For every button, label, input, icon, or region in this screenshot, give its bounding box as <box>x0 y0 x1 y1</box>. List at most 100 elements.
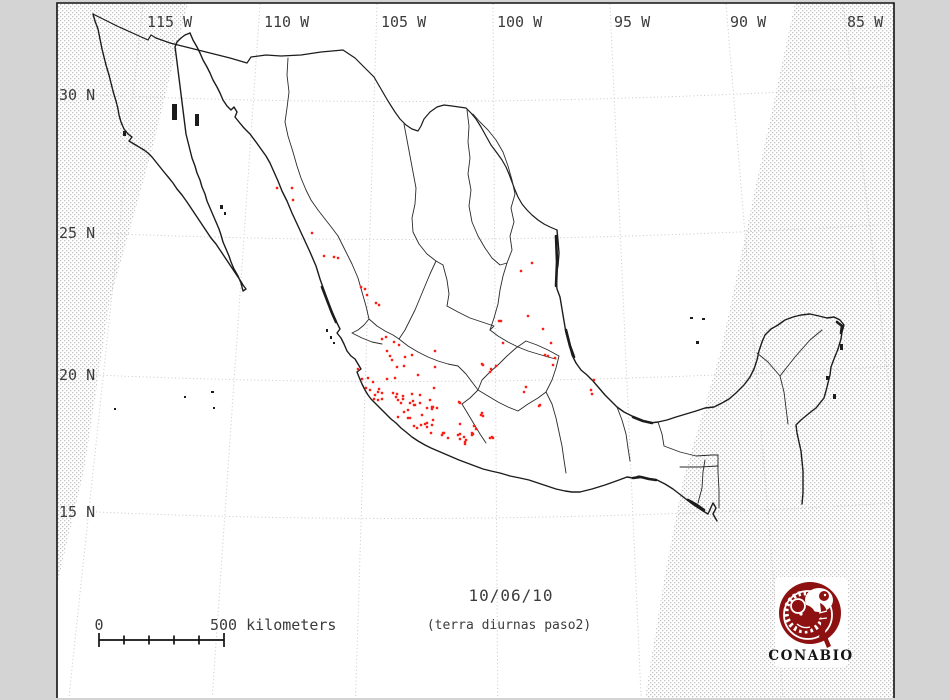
fire-dot <box>368 388 372 392</box>
longitude-label: 115 W <box>147 13 193 31</box>
logo-wordmark: CONABIO <box>768 648 853 664</box>
fire-dot <box>391 391 395 395</box>
fire-dot <box>541 327 545 331</box>
longitude-label: 90 W <box>730 13 767 31</box>
meridian-gridline <box>68 3 144 698</box>
meridian-gridline <box>211 3 261 698</box>
fire-dot <box>418 393 422 397</box>
latitude-label: 30 N <box>59 86 95 104</box>
logo-ram-mouth <box>796 623 811 629</box>
fire-dot <box>291 198 295 202</box>
islands <box>114 104 843 410</box>
fire-dot <box>446 436 450 440</box>
fire-dot <box>428 398 432 402</box>
fire-dot <box>356 367 360 371</box>
fire-dot <box>474 427 478 431</box>
fire-dot <box>418 401 422 405</box>
fire-dot <box>472 424 476 428</box>
fire-dot <box>380 397 384 401</box>
meridian-gridline <box>725 3 784 698</box>
fire-dot <box>388 354 392 358</box>
fire-dot <box>524 385 528 389</box>
map-frame <box>56 2 895 698</box>
gulf-coastline <box>555 229 845 505</box>
fire-dot <box>310 231 314 235</box>
fire-dot <box>497 319 501 323</box>
scale-bar-end-label: 500 kilometers <box>210 616 336 634</box>
fire-dot <box>371 380 375 384</box>
fire-dot <box>406 416 410 420</box>
fire-dot <box>458 422 462 426</box>
fire-dot <box>385 349 389 353</box>
fire-dot <box>494 364 498 368</box>
barrier-island-accents <box>320 234 844 512</box>
meridian-gridline <box>609 3 642 698</box>
fire-dot <box>433 365 437 369</box>
fire-dot <box>390 358 394 362</box>
fire-dot <box>377 303 381 307</box>
logo-ram-head <box>794 605 816 631</box>
fire-dot <box>543 353 547 357</box>
fire-dot <box>385 377 389 381</box>
fire-dot <box>480 411 484 415</box>
fire-dot <box>590 392 594 396</box>
fire-dot <box>519 269 523 273</box>
fire-dot <box>397 343 401 347</box>
satellite-swath-stipple-right <box>645 3 894 698</box>
fire-dot <box>435 406 439 410</box>
conabio-logo: CONABIO <box>768 577 853 667</box>
fire-dot <box>440 433 444 437</box>
fire-dot <box>374 301 378 305</box>
fire-dot <box>431 418 435 422</box>
fire-dot <box>393 376 397 380</box>
fire-dot <box>373 393 377 397</box>
fire-dot <box>425 421 429 425</box>
fire-dot <box>425 406 429 410</box>
fire-dot <box>332 255 336 259</box>
fire-dot <box>522 390 526 394</box>
scale-bar-start-label: 0 <box>94 616 103 634</box>
fire-dot <box>380 337 384 341</box>
fire-dot <box>458 401 462 405</box>
longitude-label: 100 W <box>497 13 543 31</box>
longitude-label: 85 W <box>847 13 884 31</box>
fire-dot <box>463 440 467 444</box>
fire-dot <box>420 413 424 417</box>
pass-info-label: (terra diurnas paso2) <box>427 618 591 633</box>
fire-dot <box>396 398 400 402</box>
fire-dot <box>415 426 419 430</box>
fire-dot <box>592 378 596 382</box>
logo-ram-eye <box>799 612 803 616</box>
fire-dot <box>464 438 468 442</box>
graticule <box>68 3 894 698</box>
fire-dot <box>410 353 414 357</box>
logo-wing-bands <box>818 610 828 620</box>
fire-dot <box>401 394 405 398</box>
fire-dot <box>412 424 416 428</box>
fire-dot <box>551 363 555 367</box>
fire-dot <box>549 341 553 345</box>
longitude-label: 95 W <box>614 13 651 31</box>
fire-dot <box>372 397 376 401</box>
fire-dot <box>411 399 415 403</box>
logo-horn-spiral <box>790 598 806 614</box>
fire-dot <box>322 254 326 258</box>
fire-dot <box>376 398 380 402</box>
satellite-swath-stipple-left <box>57 3 188 585</box>
fire-dot <box>553 356 557 360</box>
fire-dot <box>359 285 363 289</box>
axis-labels: 115 W 110 W 105 W 100 W 95 W 90 W 85 W 30 N 25 N… <box>59 13 884 521</box>
fire-dot <box>376 390 380 394</box>
fire-dot <box>589 388 593 392</box>
baja-california-coastline <box>92 13 247 292</box>
fire-dot <box>408 416 412 420</box>
fire-dot <box>275 186 279 190</box>
fire-dot <box>489 367 493 371</box>
fire-dot <box>499 319 503 323</box>
fire-dot <box>396 415 400 419</box>
longitude-label: 105 W <box>381 13 427 31</box>
fire-dot <box>394 395 398 399</box>
fire-dot <box>395 392 399 396</box>
fire-dot <box>433 349 437 353</box>
fire-dot <box>416 373 420 377</box>
